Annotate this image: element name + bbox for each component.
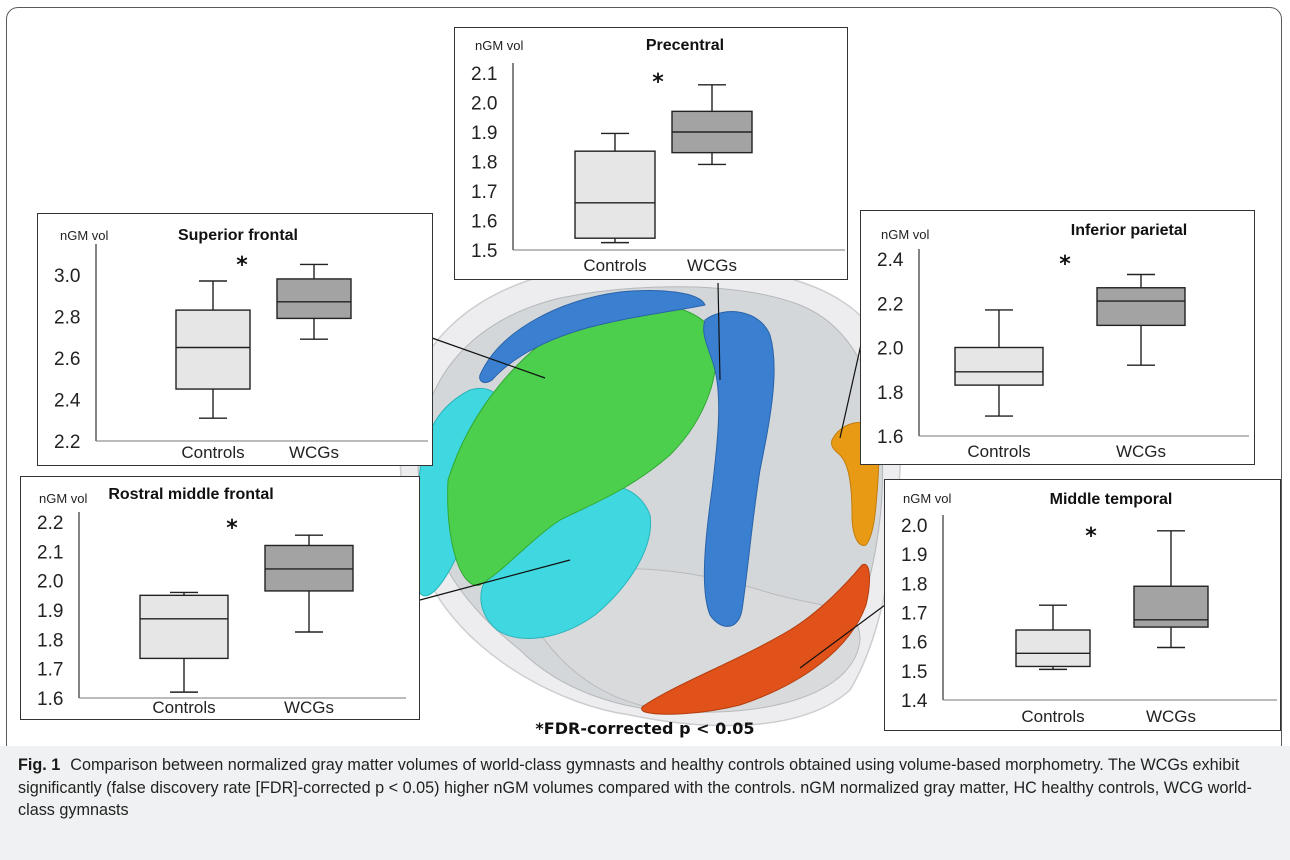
chart-superior-frontal: nGM vol Superior frontal 3.0 2.8 2.6 2.4 2.2 Co… xyxy=(37,213,433,466)
precentral-region-top xyxy=(479,290,706,383)
box-controls xyxy=(574,150,656,239)
y-tick-label: 2.4 xyxy=(877,250,904,271)
figure-caption: Fig. 1 Comparison between normalized gray… xyxy=(0,746,1290,860)
box-wcgs xyxy=(264,544,354,592)
y-axis-label: nGM vol xyxy=(475,38,524,53)
significance-marker: * xyxy=(652,70,664,95)
significance-note: *FDR-corrected p < 0.05 xyxy=(535,719,755,738)
significance-marker: * xyxy=(226,516,238,541)
y-tick-label: 2.2 xyxy=(877,294,903,315)
category-label: WCGs xyxy=(284,698,334,717)
category-label: Controls xyxy=(181,443,244,462)
y-tick-label: 2.0 xyxy=(37,572,63,593)
y-tick-label: 1.6 xyxy=(877,427,903,448)
connector-line-rostral-middle-frontal xyxy=(419,559,571,601)
y-tick-label: 1.4 xyxy=(901,691,928,712)
box-wcgs xyxy=(1096,287,1186,327)
y-tick-label: 2.0 xyxy=(877,339,903,360)
chart-title: Middle temporal xyxy=(1050,491,1173,508)
y-axis-label: nGM vol xyxy=(903,491,952,506)
chart-title: Rostral middle frontal xyxy=(108,486,273,503)
y-tick-label: 1.6 xyxy=(471,212,497,233)
box-wcgs xyxy=(1133,585,1209,628)
significance-marker: * xyxy=(236,253,248,278)
chart-rostral-middle-frontal: nGM vol Rostral middle frontal 2.2 2.1 2.0 1.… xyxy=(20,476,420,720)
y-axis-label: nGM vol xyxy=(60,228,109,243)
caption-label: Fig. 1 xyxy=(18,756,61,774)
y-tick-label: 2.0 xyxy=(471,94,497,115)
box-controls xyxy=(954,346,1044,386)
category-label: Controls xyxy=(1021,707,1084,726)
y-tick-label: 2.1 xyxy=(37,542,63,563)
caption-body: Fig. 1 Comparison between normalized gray… xyxy=(18,754,1278,822)
significance-marker: * xyxy=(1085,524,1097,549)
chart-title: Precentral xyxy=(646,37,724,54)
y-tick-label: 1.9 xyxy=(901,545,927,566)
category-label: Controls xyxy=(583,256,646,275)
y-tick-label: 1.7 xyxy=(471,182,497,203)
y-axis-label: nGM vol xyxy=(39,491,88,506)
y-tick-label: 2.1 xyxy=(471,64,497,85)
category-label: WCGs xyxy=(687,256,737,275)
connector-line-superior-frontal xyxy=(431,337,546,379)
middle-temporal-region xyxy=(641,563,870,715)
box-controls xyxy=(1015,629,1091,668)
chart-title: Inferior parietal xyxy=(1071,222,1187,239)
y-tick-label: 2.0 xyxy=(901,516,927,537)
chart-title: Superior frontal xyxy=(178,227,298,244)
y-tick-label: 1.5 xyxy=(471,241,497,262)
y-tick-label: 3.0 xyxy=(54,266,80,287)
box-controls xyxy=(175,309,251,390)
y-tick-label: 1.8 xyxy=(471,153,497,174)
connector-line-middle-temporal xyxy=(799,604,886,669)
y-tick-label: 1.9 xyxy=(37,601,63,622)
connector-line-precentral xyxy=(717,282,721,381)
connector-line-inferior-parietal xyxy=(839,339,863,439)
y-tick-label: 2.4 xyxy=(54,390,81,411)
box-wcgs xyxy=(276,278,352,320)
y-tick-label: 1.8 xyxy=(901,574,927,595)
category-label: WCGs xyxy=(1116,442,1166,461)
y-tick-label: 2.2 xyxy=(37,513,63,534)
y-tick-label: 1.7 xyxy=(901,604,927,625)
y-tick-label: 1.9 xyxy=(471,123,497,144)
y-tick-label: 2.2 xyxy=(54,432,80,453)
caption-text: Comparison between normalized gray matte… xyxy=(18,756,1252,819)
category-label: WCGs xyxy=(289,443,339,462)
y-axis-label: nGM vol xyxy=(881,227,930,242)
box-controls xyxy=(139,594,229,660)
y-tick-label: 1.7 xyxy=(37,660,63,681)
y-tick-label: 1.5 xyxy=(901,662,927,683)
chart-inferior-parietal: nGM vol Inferior parietal 2.4 2.2 2.0 1.8 1.6 C… xyxy=(860,210,1255,465)
y-tick-label: 1.6 xyxy=(901,633,927,654)
precentral-region xyxy=(703,311,775,627)
y-tick-label: 1.8 xyxy=(877,383,903,404)
y-tick-label: 1.6 xyxy=(37,689,63,710)
category-label: WCGs xyxy=(1146,707,1196,726)
category-label: Controls xyxy=(152,698,215,717)
chart-precentral: nGM vol Precentral 2.1 2.0 1.9 1.8 1.7 1.6 1.5 Co… xyxy=(454,27,848,280)
category-label: Controls xyxy=(967,442,1030,461)
y-tick-label: 1.8 xyxy=(37,630,63,651)
y-tick-label: 2.6 xyxy=(54,349,80,370)
significance-marker: * xyxy=(1059,252,1071,277)
chart-middle-temporal: nGM vol Middle temporal 2.0 1.9 1.8 1.7 1.6 1.5… xyxy=(884,479,1281,731)
y-tick-label: 2.8 xyxy=(54,307,80,328)
